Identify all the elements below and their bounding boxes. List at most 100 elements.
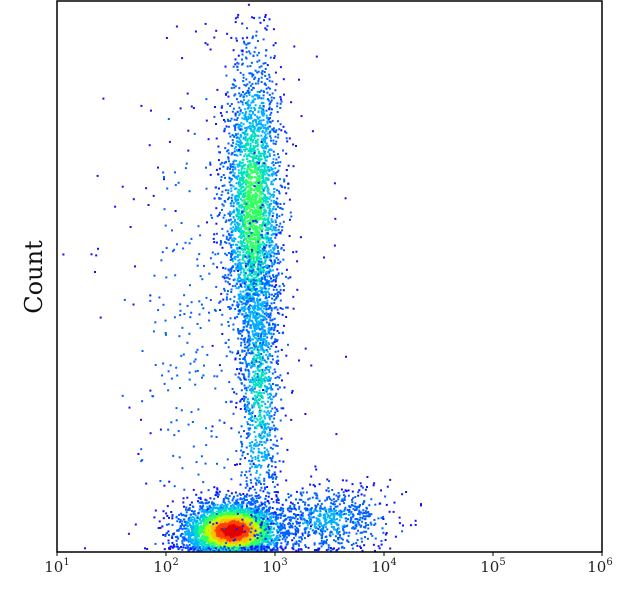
event-point (263, 359, 266, 362)
event-point (253, 181, 256, 184)
event-point (221, 549, 224, 552)
event-point (177, 548, 180, 551)
event-point (270, 233, 273, 236)
event-point (272, 288, 275, 291)
event-point (225, 74, 228, 77)
event-point (242, 522, 245, 525)
event-point (253, 531, 256, 534)
event-point (157, 527, 160, 529)
event-point (272, 142, 275, 145)
event-point (269, 543, 272, 546)
event-point (225, 493, 228, 496)
event-point (264, 178, 267, 181)
event-point (239, 213, 242, 216)
event-point (208, 514, 211, 517)
event-point (258, 59, 261, 62)
event-point (191, 510, 193, 512)
event-point (230, 205, 233, 207)
event-point (218, 533, 221, 535)
event-point (254, 502, 257, 505)
event-point (258, 360, 261, 363)
event-point (300, 514, 303, 516)
event-point (275, 536, 278, 539)
event-point (277, 273, 280, 276)
event-point (258, 537, 260, 540)
event-point (237, 328, 240, 331)
event-point (227, 192, 230, 195)
event-point (206, 522, 209, 525)
event-point (237, 506, 240, 509)
event-point (231, 260, 234, 263)
event-point (223, 287, 226, 290)
event-point (203, 511, 206, 514)
event-point (275, 491, 278, 493)
event-point (255, 542, 258, 545)
event-point (192, 549, 195, 552)
event-point (226, 517, 228, 520)
event-point (206, 221, 208, 224)
event-point (242, 539, 245, 542)
event-point (237, 62, 240, 65)
event-point (181, 542, 184, 545)
event-point (249, 169, 252, 172)
event-point (244, 378, 247, 381)
event-point (176, 536, 179, 539)
event-point (276, 529, 279, 532)
event-point (255, 507, 258, 510)
event-point (256, 523, 259, 526)
event-point (260, 265, 262, 268)
event-point (251, 537, 254, 540)
event-point (259, 535, 262, 538)
event-point (242, 502, 245, 505)
event-point (213, 504, 216, 507)
event-point (202, 502, 205, 505)
event-point (203, 528, 206, 531)
event-point (281, 272, 284, 275)
event-point (267, 287, 270, 290)
event-point (201, 519, 204, 522)
event-point (285, 306, 288, 309)
event-point (247, 375, 250, 378)
event-point (216, 515, 219, 518)
event-point (245, 197, 248, 200)
event-point (264, 135, 266, 138)
event-point (254, 256, 257, 259)
event-point (281, 379, 283, 382)
event-point (228, 532, 231, 535)
event-point (207, 531, 210, 534)
event-point (214, 514, 217, 517)
event-point (181, 528, 184, 531)
event-point (241, 528, 244, 530)
event-point (245, 512, 248, 515)
event-point (267, 519, 270, 522)
event-point (252, 101, 255, 104)
event-point (188, 537, 191, 540)
event-point (249, 540, 252, 543)
event-point (255, 145, 257, 148)
event-point (249, 339, 252, 342)
event-point (260, 243, 263, 246)
event-point (247, 538, 250, 541)
event-point (275, 534, 278, 537)
event-point (221, 517, 223, 520)
event-point (256, 525, 259, 528)
event-point (208, 519, 211, 522)
event-point (265, 527, 268, 529)
event-point (276, 245, 279, 248)
event-point (236, 523, 239, 526)
event-point (182, 497, 185, 500)
event-point (231, 253, 234, 255)
event-point (213, 525, 216, 528)
event-point (193, 510, 196, 513)
event-point (264, 535, 267, 538)
event-point (196, 528, 199, 531)
event-point (238, 261, 241, 264)
event-point (237, 516, 240, 519)
event-point (266, 200, 269, 203)
event-point (251, 485, 254, 488)
event-point (269, 100, 272, 103)
event-point (244, 283, 247, 286)
event-point (206, 512, 209, 515)
event-point (298, 536, 301, 539)
event-point (233, 545, 236, 548)
